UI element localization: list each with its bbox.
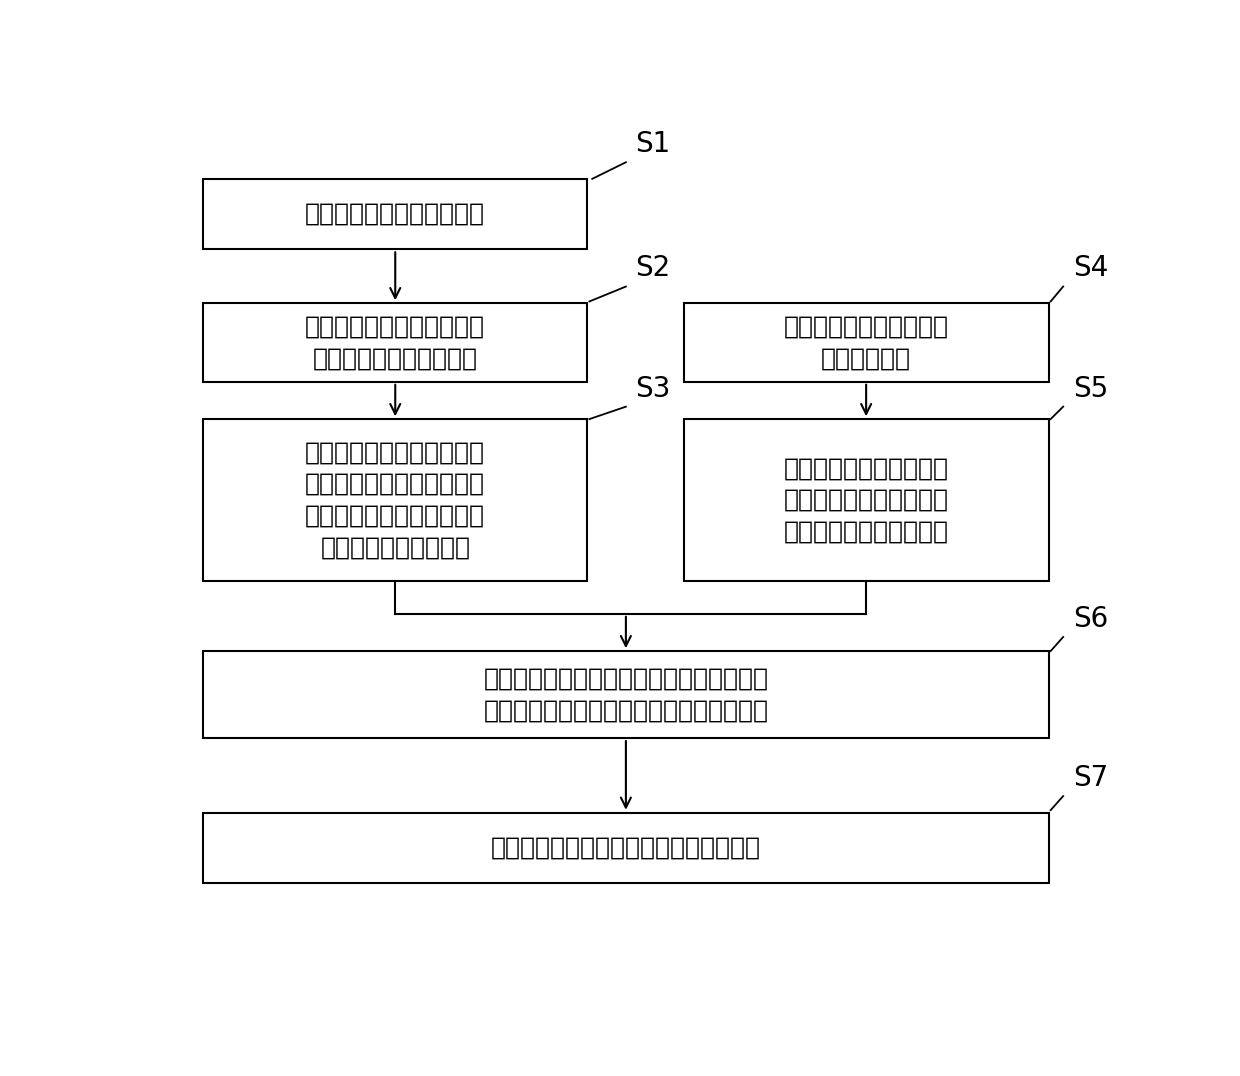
Text: 根据采集到的系统的电流和
电压计算系统的无功功率: 根据采集到的系统的电流和 电压计算系统的无功功率 (305, 314, 485, 370)
Text: 分别采集分布式电源支路
的电流和电压: 分别采集分布式电源支路 的电流和电压 (784, 314, 949, 370)
Text: 根据无功功率补偿值对系统进行无功补偿: 根据无功功率补偿值对系统进行无功补偿 (491, 836, 761, 860)
FancyBboxPatch shape (203, 812, 1049, 883)
FancyBboxPatch shape (203, 651, 1049, 738)
FancyBboxPatch shape (683, 419, 1049, 581)
Text: S2: S2 (635, 254, 671, 282)
Text: 根据设定值与系统的无功功
率，获取为使系统的无功功
率趋近于设定值而系统应当
具有的无功功率调节值: 根据设定值与系统的无功功 率，获取为使系统的无功功 率趋近于设定值而系统应当 具… (305, 440, 485, 560)
Text: S3: S3 (635, 374, 671, 402)
Text: S7: S7 (1073, 764, 1109, 792)
FancyBboxPatch shape (203, 303, 588, 382)
FancyBboxPatch shape (203, 179, 588, 250)
Text: 分别采集系统的电流和电压: 分别采集系统的电流和电压 (305, 202, 485, 226)
FancyBboxPatch shape (203, 419, 588, 581)
Text: 根据采集到的分布式电源
支路的电流和电压计算分
布式电源支路的无功功率: 根据采集到的分布式电源 支路的电流和电压计算分 布式电源支路的无功功率 (784, 456, 949, 543)
Text: S4: S4 (1073, 254, 1109, 282)
Text: S6: S6 (1073, 605, 1109, 633)
FancyBboxPatch shape (683, 303, 1049, 382)
Text: 根据系统应当具有的无功功率调节值和分布
式电源支路的无功功率计算无功功率补偿值: 根据系统应当具有的无功功率调节值和分布 式电源支路的无功功率计算无功功率补偿值 (484, 667, 769, 722)
Text: S5: S5 (1073, 374, 1109, 402)
Text: S1: S1 (635, 130, 671, 158)
